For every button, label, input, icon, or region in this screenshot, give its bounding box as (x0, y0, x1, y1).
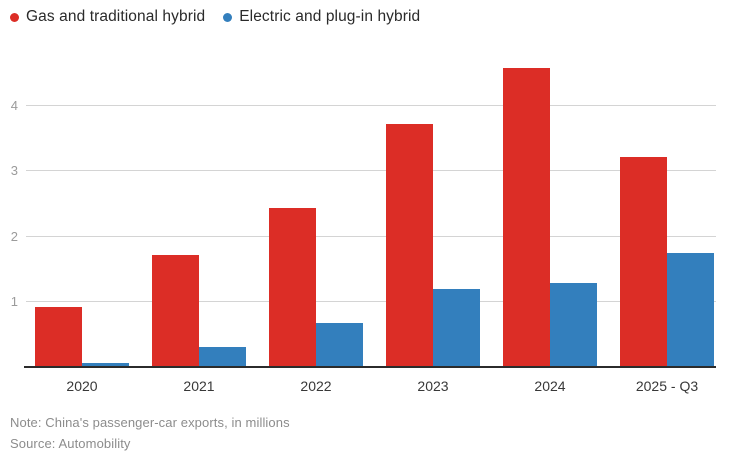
x-axis-label: 2024 (534, 378, 566, 394)
bar-group-2023: 2023 (386, 62, 480, 394)
bar-gas-2021 (152, 255, 199, 368)
x-axis-label: 2021 (183, 378, 215, 394)
bar-gas-2020 (35, 307, 82, 368)
legend: Gas and traditional hybrid Electric and p… (10, 8, 420, 26)
gridline-y-1 (26, 301, 716, 303)
x-axis-label: 2023 (417, 378, 449, 394)
bar-electric-2021 (199, 347, 246, 368)
bar-electric-2025-Q3 (667, 252, 714, 368)
x-axis-label: 2025 - Q3 (635, 378, 699, 394)
legend-dot-red (10, 12, 19, 22)
x-axis-line (24, 366, 716, 368)
y-axis-tick-label: 2 (10, 228, 18, 244)
x-axis-label: 2022 (300, 378, 332, 394)
legend-item: Gas and traditional hybrid (10, 8, 205, 26)
bar-group-2024: 2024 (503, 62, 597, 394)
gridline-y-2 (26, 235, 716, 237)
bar-gas-2025-Q3 (620, 157, 667, 368)
gridline-y-4 (26, 104, 716, 106)
legend-label: Electric and plug-in hybrid (239, 8, 421, 25)
chart-source: Source: Automobility (10, 436, 131, 451)
bar-electric-2022 (316, 323, 363, 368)
x-axis-label: 2020 (66, 378, 98, 394)
bar-group-2022: 2022 (269, 62, 363, 394)
bar-gas-2023 (386, 123, 433, 368)
legend-label: Gas and traditional hybrid (26, 8, 206, 25)
legend-dot-blue (223, 12, 233, 22)
bar-gas-2024 (503, 68, 550, 368)
y-axis-tick-label: 3 (10, 163, 18, 179)
y-axis-tick-label: 1 (10, 294, 18, 310)
bar-electric-2023 (433, 289, 480, 368)
gridline-y-3 (26, 170, 716, 172)
plot-area: 1 2 3 4 2020 2021 2022 2023 2024 2025 - Q3 (11, 62, 716, 394)
legend-item: Electric and plug-in hybrid (223, 8, 420, 26)
bar-gas-2022 (269, 207, 316, 368)
bar-group-2020: 2020 (35, 62, 129, 394)
bar-electric-2020 (82, 362, 129, 368)
y-axis-tick-label: 4 (10, 97, 18, 113)
bar-electric-2024 (550, 282, 597, 368)
bar-group-2021: 2021 (152, 62, 246, 394)
chart-note: Note: China's passenger-car exports, in … (10, 415, 290, 430)
bar-group-2025-Q3: 2025 - Q3 (620, 62, 714, 394)
